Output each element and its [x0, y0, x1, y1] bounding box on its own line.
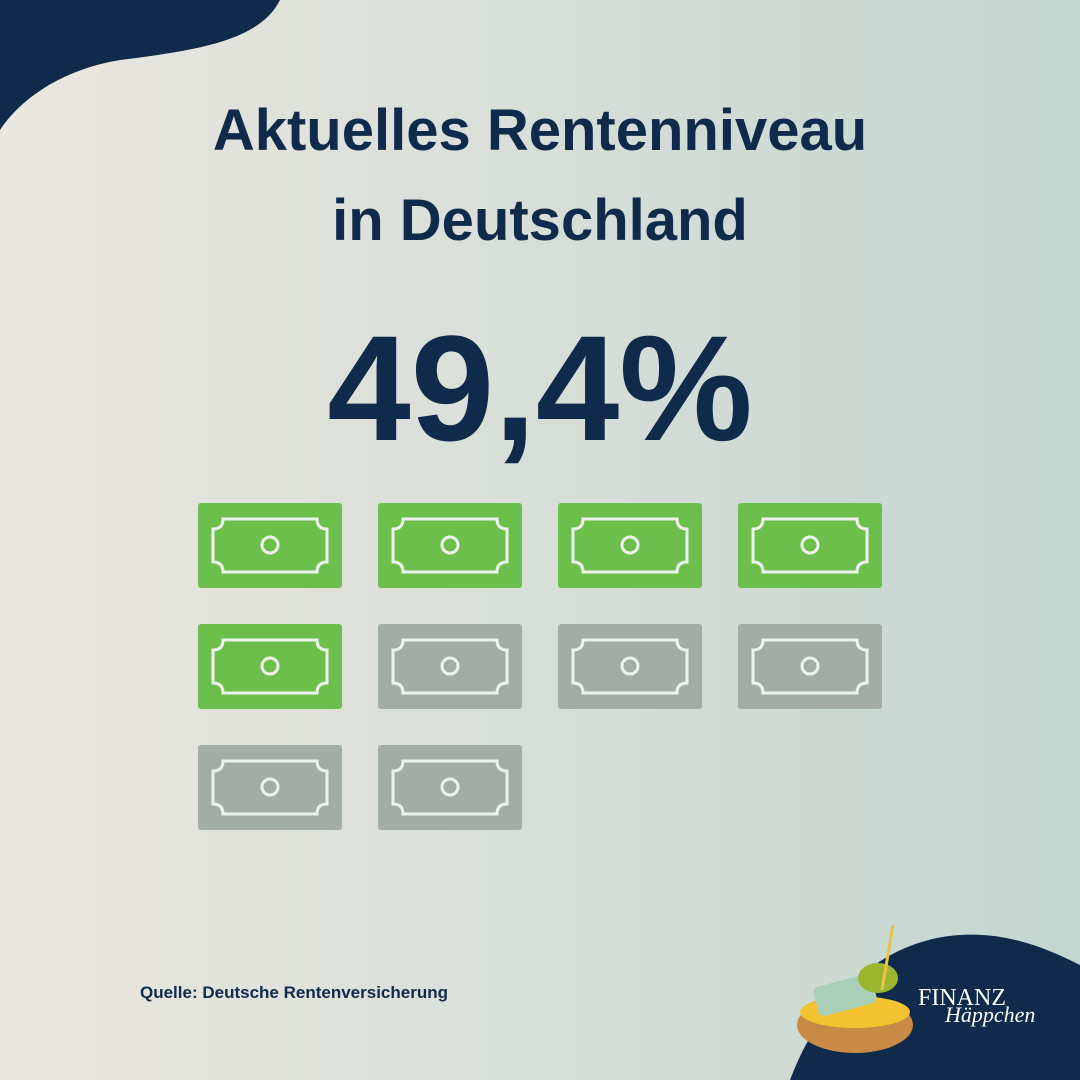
- bill-circle: [620, 535, 640, 555]
- logo-text: FINANZ: [918, 985, 1006, 1011]
- bill-body: [558, 624, 702, 709]
- bill-circle: [620, 656, 640, 676]
- bill-body: [378, 745, 522, 830]
- bill-outline: [211, 517, 329, 574]
- bill-icon: [378, 745, 522, 830]
- bill-body: [198, 503, 342, 588]
- bill-outline: [751, 638, 869, 695]
- title: in Deutschland: [332, 188, 748, 253]
- bill-circle: [440, 777, 460, 797]
- headline-value: 49,4%: [327, 304, 752, 472]
- bill-outline: [391, 517, 509, 574]
- bill-circle: [260, 656, 280, 676]
- logo-text: Häppchen: [944, 1002, 1035, 1027]
- bill-circle: [260, 777, 280, 797]
- bill-body: [738, 503, 882, 588]
- bill-circle: [800, 656, 820, 676]
- bill-outline: [391, 759, 509, 816]
- bill-outline: [211, 638, 329, 695]
- bill-icon: [558, 624, 702, 709]
- bill-body: [738, 624, 882, 709]
- icon-grid: [198, 503, 882, 830]
- source: Quelle: Deutsche Rentenversicherung: [140, 983, 448, 1002]
- title: Aktuelles Rentenniveau: [213, 98, 867, 163]
- bill-icon: [738, 624, 882, 709]
- bill-body: [378, 624, 522, 709]
- bill-icon: [738, 503, 882, 588]
- bill-icon: [378, 503, 522, 588]
- corner-shape: [0, 0, 280, 130]
- bill-icon: [558, 503, 702, 588]
- bill-circle: [800, 535, 820, 555]
- bill-body: [378, 503, 522, 588]
- bill-circle: [440, 535, 460, 555]
- logo: FINANZ Häppchen: [797, 924, 1035, 1053]
- bill-body: [198, 745, 342, 830]
- bill-icon: [198, 624, 342, 709]
- bill-outline: [211, 759, 329, 816]
- bill-circle: [440, 656, 460, 676]
- bill-icon: [198, 503, 342, 588]
- bill-icon: [198, 745, 342, 830]
- bill-body: [198, 624, 342, 709]
- bill-outline: [571, 638, 689, 695]
- bill-outline: [391, 638, 509, 695]
- logo-olive: [858, 963, 898, 993]
- bill-outline: [751, 517, 869, 574]
- logo-pick: [880, 924, 895, 991]
- bill-body: [558, 503, 702, 588]
- bill-icon: [378, 624, 522, 709]
- bill-outline: [571, 517, 689, 574]
- bill-circle: [260, 535, 280, 555]
